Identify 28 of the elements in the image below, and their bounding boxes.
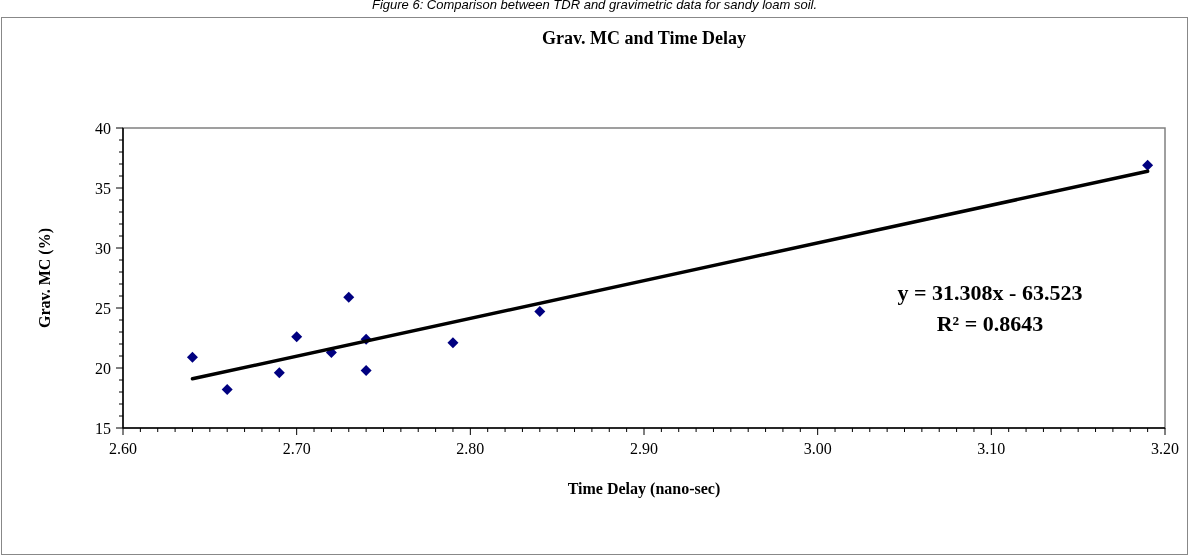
x-tick-label: 3.10 bbox=[977, 440, 1006, 457]
y-tick-label: 25 bbox=[95, 299, 111, 317]
x-tick-label: 2.70 bbox=[282, 440, 311, 457]
x-tick-label: 3.00 bbox=[803, 440, 832, 457]
y-tick-label: 35 bbox=[95, 179, 111, 197]
y-tick-label: 40 bbox=[95, 119, 111, 137]
point bbox=[291, 331, 303, 343]
y-tick-label: 30 bbox=[95, 239, 111, 257]
point bbox=[1142, 159, 1154, 171]
x-tick-label: 2.80 bbox=[456, 440, 485, 457]
point bbox=[343, 291, 355, 303]
annotation: R² = 0.8643 bbox=[936, 311, 1044, 336]
chart-title: Grav. MC and Time Delay bbox=[542, 28, 746, 48]
x-tick-label: 3.20 bbox=[1151, 440, 1179, 457]
y-tick-label: 20 bbox=[95, 359, 111, 377]
point bbox=[447, 337, 459, 349]
point bbox=[360, 364, 372, 376]
y-tick-label: 15 bbox=[95, 419, 111, 437]
x-tick-label: 2.90 bbox=[630, 440, 658, 457]
x-tick-label: 2.60 bbox=[109, 440, 137, 457]
x-axis-title: Time Delay (nano-sec) bbox=[567, 480, 721, 498]
y-axis-title: Grav. MC (%) bbox=[36, 228, 54, 328]
point bbox=[186, 351, 198, 363]
point bbox=[534, 306, 546, 318]
point bbox=[221, 384, 233, 396]
annotation: y = 31.308x - 63.523 bbox=[897, 280, 1083, 305]
caption: Figure 6: Comparison between TDR and gravimetric data for sandy loam soil. bbox=[371, 0, 818, 12]
point bbox=[273, 367, 285, 379]
